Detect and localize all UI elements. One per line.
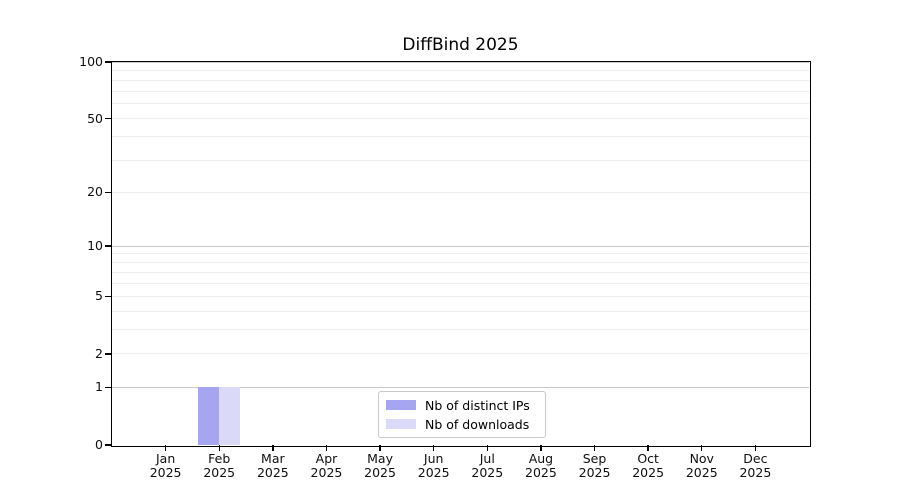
gridline-major-1	[112, 386, 809, 388]
x-tick-mark-jun-2025	[432, 445, 435, 451]
x-tick-label-may-2025: May 2025	[364, 451, 396, 480]
x-tick-mark-jul-2025	[486, 445, 488, 451]
bar-nb-of-downloads-feb-2025	[219, 387, 241, 445]
gridline-minor-60	[112, 103, 809, 105]
y-tick-mark-20	[105, 191, 111, 194]
gridline-major-10	[112, 245, 809, 247]
y-tick-label-5: 5	[95, 288, 103, 304]
x-tick-mark-dec-2025	[754, 445, 757, 451]
legend-entry-downloads: Nb of downloads	[386, 417, 545, 432]
legend-label-distinct-ips: Nb of distinct IPs	[425, 397, 530, 413]
y-tick-mark-0	[105, 444, 111, 446]
bar-nb-of-distinct-ips-feb-2025	[198, 387, 220, 445]
x-tick-mark-feb-2025	[218, 445, 220, 451]
x-tick-label-mar-2025: Mar 2025	[256, 451, 289, 480]
y-tick-mark-2	[105, 353, 111, 355]
y-tick-mark-50	[105, 118, 111, 120]
gridline-minor-9	[112, 253, 809, 255]
gridline-minor-7	[112, 271, 809, 273]
x-tick-label-feb-2025: Feb 2025	[203, 451, 236, 480]
gridline-minor-70	[112, 90, 809, 92]
gridline-minor-20	[112, 191, 809, 193]
chart-title: DiffBind 2025	[402, 35, 519, 55]
x-tick-label-oct-2025: Oct 2025	[632, 451, 665, 480]
gridline-major-100	[112, 61, 809, 63]
y-tick-mark-1	[105, 386, 111, 389]
gridline-minor-50	[112, 118, 809, 120]
x-tick-label-jan-2025: Jan 2025	[149, 451, 182, 480]
plot-frame	[110, 60, 811, 447]
x-tick-mark-sep-2025	[593, 445, 596, 451]
gridline-minor-8	[112, 262, 809, 264]
y-tick-label-2: 2	[95, 345, 103, 361]
y-tick-label-10: 10	[87, 238, 103, 253]
legend-swatch-distinct-ips	[386, 400, 416, 410]
x-tick-mark-mar-2025	[272, 445, 274, 451]
y-tick-mark-5	[105, 295, 111, 297]
x-tick-mark-jan-2025	[164, 445, 167, 451]
y-tick-label-0: 0	[95, 437, 103, 452]
legend: Nb of distinct IPs Nb of downloads	[378, 391, 546, 438]
gridline-minor-90	[112, 70, 809, 72]
y-tick-mark-100	[105, 61, 111, 63]
gridline-minor-4	[112, 310, 809, 312]
x-tick-label-apr-2025: Apr 2025	[310, 451, 343, 480]
legend-label-downloads: Nb of downloads	[425, 416, 530, 432]
y-tick-label-50: 50	[87, 110, 103, 126]
x-tick-label-jun-2025: Jun 2025	[417, 451, 450, 480]
x-tick-label-dec-2025: Dec 2025	[739, 451, 772, 480]
gridline-minor-80	[112, 79, 809, 81]
x-tick-mark-oct-2025	[647, 445, 649, 451]
x-tick-label-sep-2025: Sep 2025	[578, 451, 611, 480]
legend-entry-distinct-ips: Nb of distinct IPs	[386, 398, 545, 413]
y-tick-label-1: 1	[95, 379, 103, 395]
gridline-minor-30	[112, 159, 809, 161]
x-tick-mark-nov-2025	[701, 445, 703, 451]
x-tick-mark-may-2025	[379, 445, 381, 451]
gridline-minor-6	[112, 283, 809, 284]
y-tick-mark-10	[105, 245, 111, 247]
x-tick-label-nov-2025: Nov 2025	[685, 451, 718, 480]
x-tick-mark-apr-2025	[325, 445, 328, 451]
gridline-minor-5	[112, 295, 809, 297]
x-tick-label-aug-2025: Aug 2025	[525, 451, 557, 480]
y-tick-label-100: 100	[79, 54, 103, 69]
gridline-minor-40	[112, 136, 809, 138]
gridline-minor-3	[112, 329, 809, 331]
x-tick-label-jul-2025: Jul 2025	[471, 451, 504, 480]
legend-swatch-downloads	[386, 419, 416, 429]
y-tick-label-20: 20	[87, 184, 103, 200]
x-tick-mark-aug-2025	[540, 445, 542, 451]
gridline-minor-2	[112, 353, 809, 355]
